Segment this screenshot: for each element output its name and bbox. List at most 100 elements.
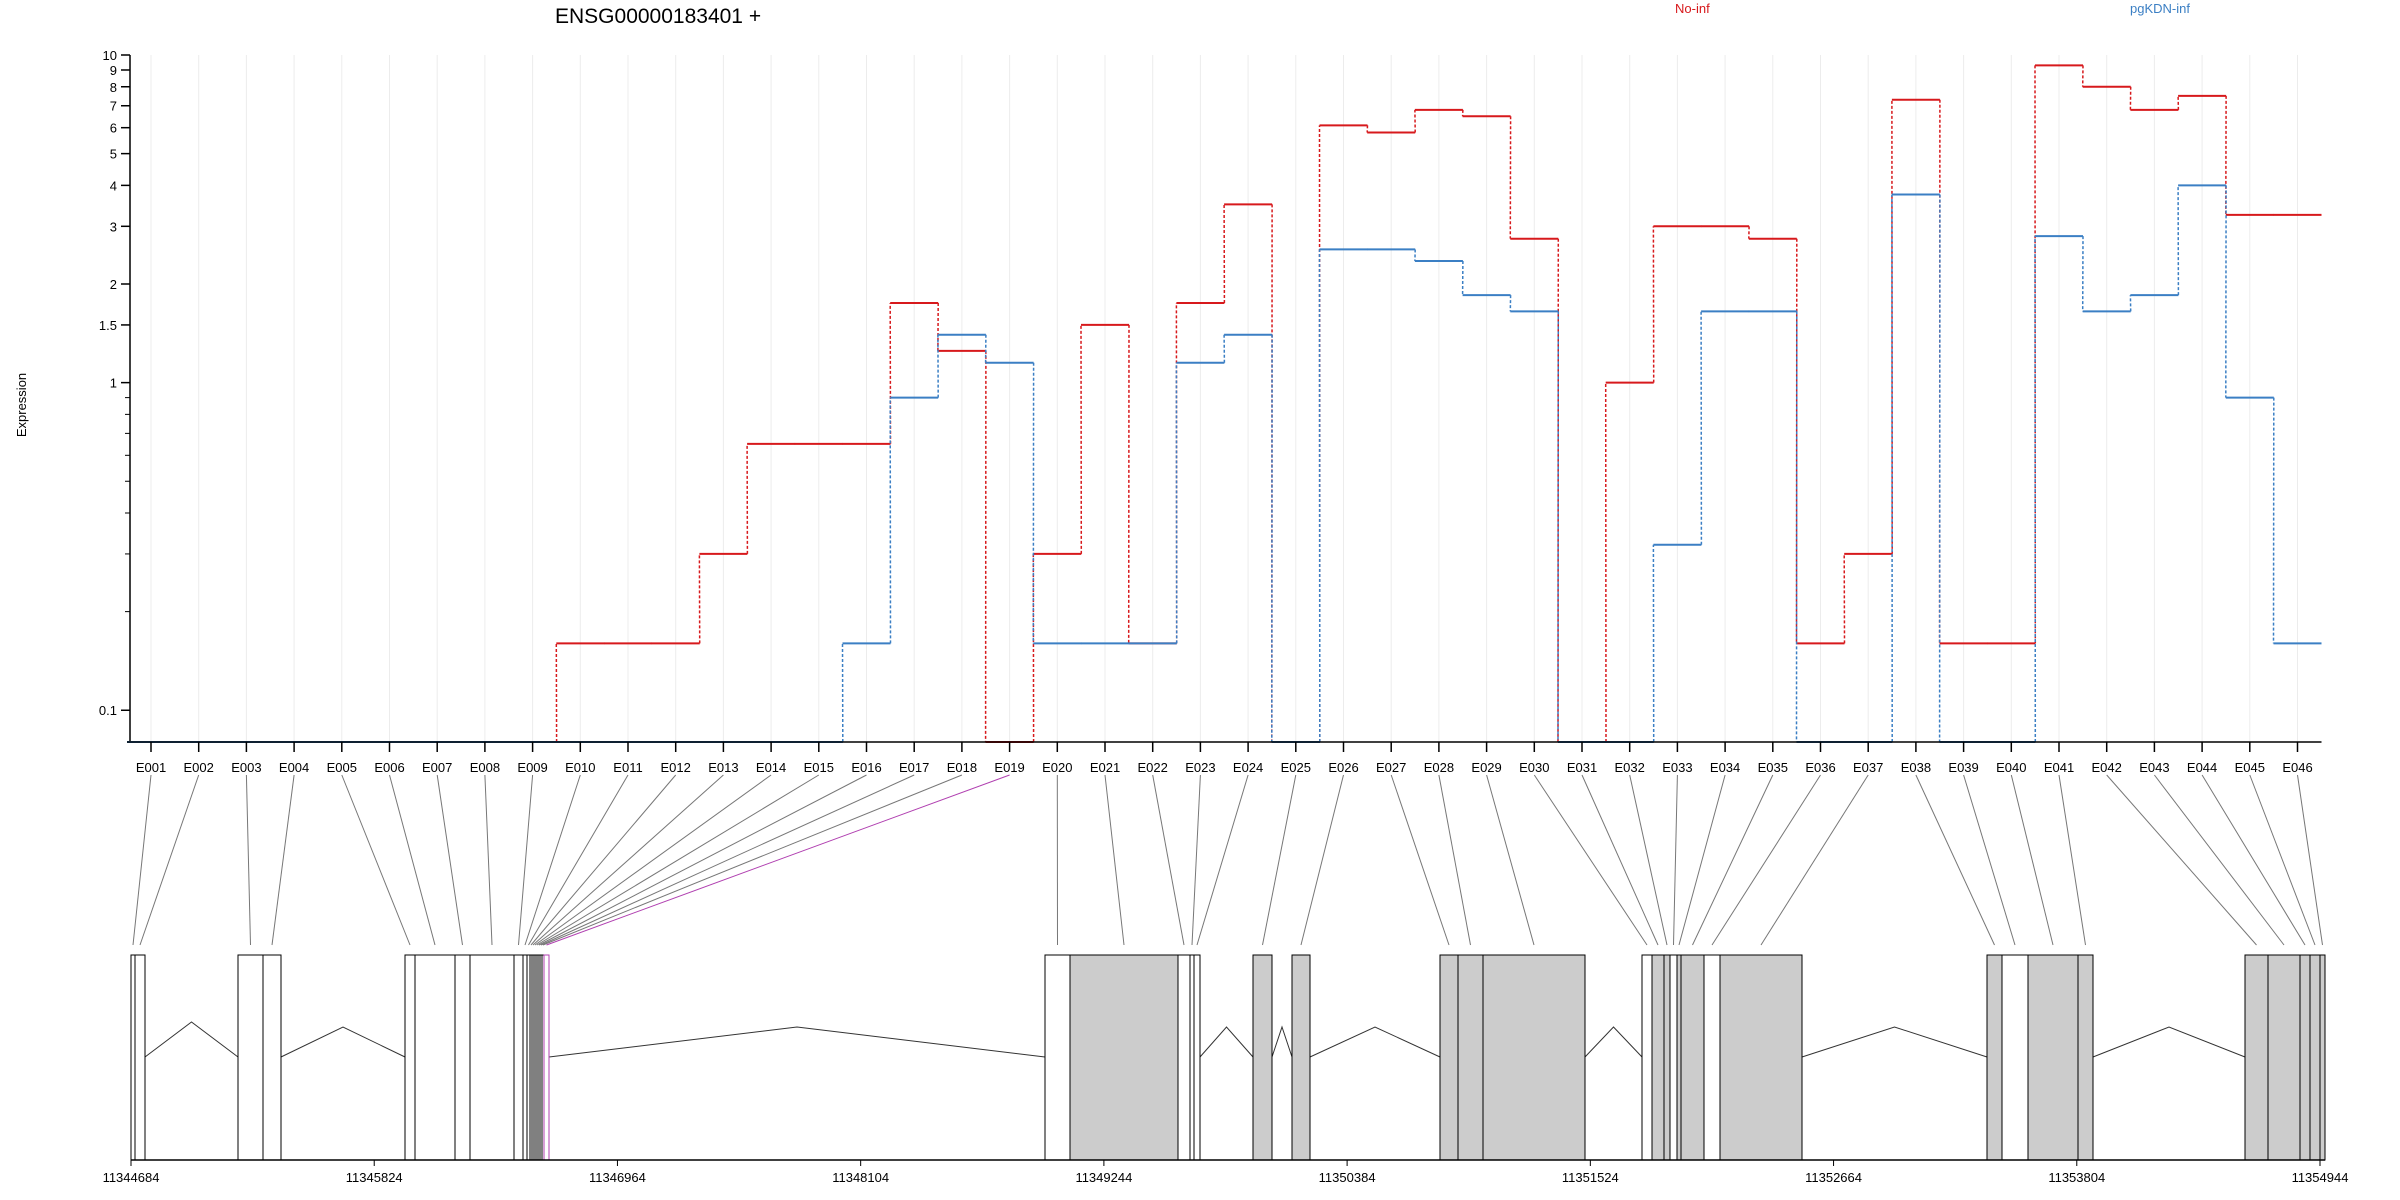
genomic-tick-label: 11352664	[1805, 1170, 1862, 1185]
x-tick-label: E007	[422, 760, 452, 775]
exon-box-e025	[1252, 954, 1273, 1161]
exon-box-e042	[2244, 954, 2269, 1161]
exon-box-e008	[469, 954, 515, 1161]
exon-connector-lines	[132, 774, 2323, 946]
exon-box-e019	[543, 954, 550, 1161]
x-tick-label: E008	[470, 760, 500, 775]
exon-box-e036	[1703, 954, 1721, 1161]
genomic-tick-label: 11344684	[103, 1170, 160, 1185]
y-tick-label: 8	[110, 80, 117, 95]
y-tick-label: 9	[110, 63, 117, 78]
y-tick-label: 5	[110, 147, 117, 162]
y-tick-label: 0.1	[99, 703, 117, 718]
intron-line	[1271, 1025, 1293, 1058]
exon-connector-e032	[1629, 774, 1668, 946]
exon-connector-e008	[484, 774, 493, 946]
y-tick-label: 7	[110, 99, 117, 114]
gene-model-track	[130, 954, 2326, 1161]
intron-line	[280, 1026, 406, 1058]
x-tick-label: E019	[994, 760, 1024, 775]
x-tick-label: E029	[1471, 760, 1501, 775]
exon-box-e039	[2001, 954, 2029, 1161]
x-tick-label: E033	[1662, 760, 1692, 775]
exon-connector-e041	[2058, 774, 2086, 946]
genomic-tick-label: 11351524	[1562, 1170, 1619, 1185]
x-tick-label: E001	[136, 760, 166, 775]
exon-connector-e013	[532, 774, 724, 946]
exon-connector-e002	[139, 774, 200, 946]
y-tick-label: 6	[110, 121, 117, 136]
intron-line	[1801, 1026, 1988, 1058]
genomic-tick-label: 11349244	[1075, 1170, 1132, 1185]
exon-connector-e022	[1152, 774, 1185, 946]
exon-box-e003	[237, 954, 264, 1161]
x-tick-label: E023	[1185, 760, 1215, 775]
genomic-tick-label: 11346964	[589, 1170, 646, 1185]
exon-box-e002	[134, 954, 146, 1161]
exon-box-e001	[130, 954, 136, 1161]
exon-box-e026	[1291, 954, 1311, 1161]
y-tick-label: 3	[110, 219, 117, 234]
exon-box-e021	[1069, 954, 1179, 1161]
exon-connector-e014	[534, 774, 772, 946]
exon-connector-e006	[389, 774, 436, 946]
exon-connector-e034	[1678, 774, 1726, 946]
exon-connector-e015	[536, 774, 820, 946]
x-tick-label: E010	[565, 760, 595, 775]
exon-connector-e039	[1963, 774, 2016, 946]
x-tick-label: E006	[374, 760, 404, 775]
intron-line	[1584, 1026, 1643, 1058]
exon-box-e022	[1177, 954, 1191, 1161]
exon-box-e038	[1986, 954, 2003, 1161]
x-tick-label: E004	[279, 760, 309, 775]
exon-connector-e027	[1390, 774, 1450, 946]
x-tick-label: E024	[1233, 760, 1263, 775]
exon-connector-e030	[1533, 774, 1648, 946]
exon-connector-e005	[341, 774, 411, 946]
exon-box-e020	[1044, 954, 1071, 1161]
exon-box-e032	[1663, 954, 1671, 1161]
x-tick-label: E015	[804, 760, 834, 775]
exon-box-e024	[1193, 954, 1201, 1161]
exon-connector-e019	[546, 774, 1010, 946]
x-tick-label: E041	[2044, 760, 2074, 775]
x-tick-label: E014	[756, 760, 786, 775]
exon-box-e041	[2077, 954, 2094, 1161]
exon-connector-e004	[271, 774, 295, 946]
intron-line	[548, 1026, 1046, 1058]
exon-connector-e043	[2154, 774, 2285, 946]
exon-connector-e016	[538, 774, 867, 946]
legend-label-no-inf: No-inf	[1675, 1, 1710, 16]
exon-connector-e010	[524, 774, 581, 946]
x-tick-label: E046	[2282, 760, 2312, 775]
exon-box-e033	[1669, 954, 1678, 1161]
exon-box-e009	[513, 954, 524, 1161]
genomic-tick-label: 11353804	[2048, 1170, 2105, 1185]
x-tick-label: E043	[2139, 760, 2169, 775]
x-tick-label: E038	[1901, 760, 1931, 775]
x-tick-label: E028	[1424, 760, 1454, 775]
chart-title: ENSG00000183401 +	[555, 5, 761, 28]
x-tick-label: E021	[1090, 760, 1120, 775]
exon-connector-e035	[1692, 774, 1774, 946]
y-tick-label: 1.5	[99, 318, 117, 333]
exon-connector-e031	[1581, 774, 1659, 946]
exon-connector-e026	[1300, 774, 1344, 946]
x-tick-label: E016	[851, 760, 881, 775]
exon-connector-e021	[1104, 774, 1125, 946]
x-tick-label: E020	[1042, 760, 1072, 775]
x-tick-label: E042	[2092, 760, 2122, 775]
exon-connector-e044	[2201, 774, 2306, 946]
exon-connector-e040	[2010, 774, 2054, 946]
exon-connector-e009	[518, 774, 534, 946]
x-tick-label: E036	[1805, 760, 1835, 775]
x-tick-label: E022	[1138, 760, 1168, 775]
exon-box-e045	[2309, 954, 2321, 1161]
y-axis: 0.1 1 1.5 2 3 4 5 6 7 8 910	[99, 48, 131, 742]
exon-box-e040	[2027, 954, 2079, 1161]
x-tick-label: E012	[661, 760, 691, 775]
x-tick-label: E040	[1996, 760, 2026, 775]
exon-box-e037	[1719, 954, 1803, 1161]
exon-connector-e023	[1191, 774, 1201, 946]
exon-connector-e018	[542, 774, 963, 946]
